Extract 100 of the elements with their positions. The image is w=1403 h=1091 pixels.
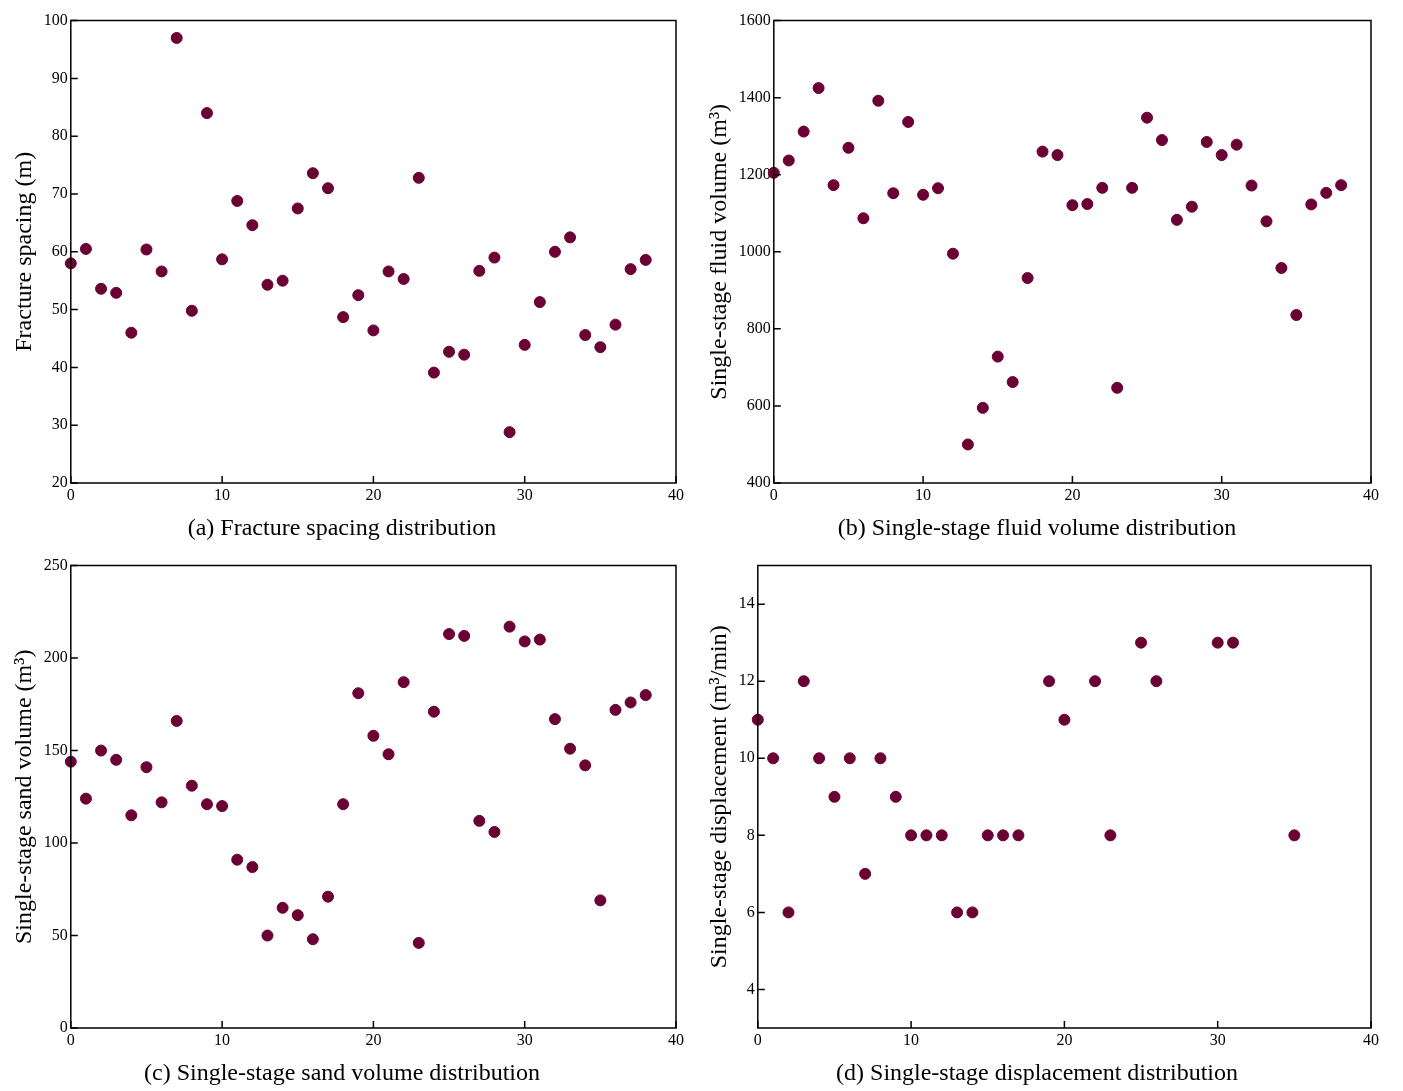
point	[872, 94, 885, 107]
point	[782, 154, 795, 167]
point	[797, 675, 810, 688]
point	[1215, 149, 1228, 162]
point	[1066, 199, 1079, 212]
y-tick-label: 1400	[738, 87, 771, 105]
y-tick-label: 400	[746, 473, 771, 491]
y-tick-label: 60	[51, 242, 68, 259]
point	[1104, 829, 1117, 842]
y-tick-label: 800	[746, 319, 771, 337]
point	[488, 251, 501, 264]
point	[782, 906, 795, 919]
point	[488, 825, 501, 838]
point	[564, 742, 577, 755]
point	[291, 909, 304, 922]
point	[1089, 675, 1102, 688]
y-tick-label: 150	[43, 740, 68, 758]
point	[1081, 198, 1094, 211]
point	[95, 282, 108, 295]
point	[125, 809, 138, 822]
point	[797, 125, 810, 138]
point	[857, 212, 870, 225]
point	[842, 141, 855, 154]
point	[624, 696, 637, 709]
point	[306, 167, 319, 180]
point	[548, 245, 561, 258]
point	[1126, 181, 1139, 194]
point	[155, 265, 168, 278]
point	[79, 242, 92, 255]
point	[932, 182, 945, 195]
point	[564, 231, 577, 244]
x-tick-label: 20	[1064, 485, 1081, 503]
y-tick-label: 10	[738, 748, 755, 766]
x-tick-label: 20	[365, 1030, 382, 1048]
point	[976, 401, 989, 414]
point	[261, 929, 274, 942]
point	[951, 906, 964, 919]
y-tick-label: 14	[738, 594, 755, 612]
point	[920, 829, 933, 842]
x-tick-label: 10	[214, 485, 231, 503]
x-tick-label: 10	[903, 1030, 920, 1048]
point	[1335, 179, 1348, 192]
point	[1211, 636, 1224, 649]
point	[1245, 179, 1258, 192]
y-tick-label: 1200	[738, 164, 771, 182]
point	[889, 790, 902, 803]
point	[231, 853, 244, 866]
point	[966, 906, 979, 919]
y-tick-label: 6	[746, 902, 755, 920]
point	[322, 890, 335, 903]
point	[1185, 200, 1198, 213]
y-tick-label: 20	[51, 473, 68, 491]
y-tick-label: 12	[738, 671, 755, 689]
point	[1051, 149, 1064, 162]
x-tick-label: 40	[1363, 485, 1379, 503]
point	[1096, 181, 1109, 194]
x-tick-label: 40	[1363, 1030, 1379, 1048]
point	[1006, 376, 1019, 389]
point	[200, 107, 213, 120]
point	[518, 635, 531, 648]
point	[427, 705, 440, 718]
y-axis-title: Single-stage fluid volume (m³)	[704, 103, 731, 400]
point	[813, 752, 826, 765]
point	[902, 115, 915, 128]
point	[427, 366, 440, 379]
x-tick-label: 20	[365, 485, 382, 503]
y-tick-label: 30	[51, 415, 68, 433]
point	[503, 620, 516, 633]
text: (a) Fracture spacing distribution	[187, 513, 497, 540]
point	[533, 633, 546, 646]
point	[579, 329, 592, 342]
point	[276, 901, 289, 914]
point	[200, 798, 213, 811]
point	[1135, 636, 1148, 649]
point	[533, 296, 546, 309]
point	[155, 796, 168, 809]
x-tick-label: 30	[516, 1030, 533, 1048]
text: (b) Single-stage fluid volume distribution	[837, 513, 1237, 540]
point	[337, 798, 350, 811]
point	[997, 829, 1010, 842]
point	[1012, 829, 1025, 842]
point	[367, 324, 380, 337]
point	[887, 187, 900, 200]
point	[352, 687, 365, 700]
point	[1155, 134, 1168, 147]
point	[639, 689, 652, 702]
point	[518, 338, 531, 351]
point	[170, 31, 183, 44]
point	[991, 350, 1004, 363]
point	[812, 82, 825, 95]
point	[609, 318, 622, 331]
point	[639, 253, 652, 266]
y-tick-label: 40	[51, 357, 68, 375]
y-tick-label: 600	[746, 396, 771, 414]
text: (d) Single-stage displacement distribution	[836, 1058, 1238, 1085]
y-tick-label: 70	[51, 184, 68, 202]
point	[1290, 309, 1303, 321]
y-tick-label: 100	[43, 833, 68, 851]
point	[382, 748, 395, 761]
point	[382, 265, 395, 278]
